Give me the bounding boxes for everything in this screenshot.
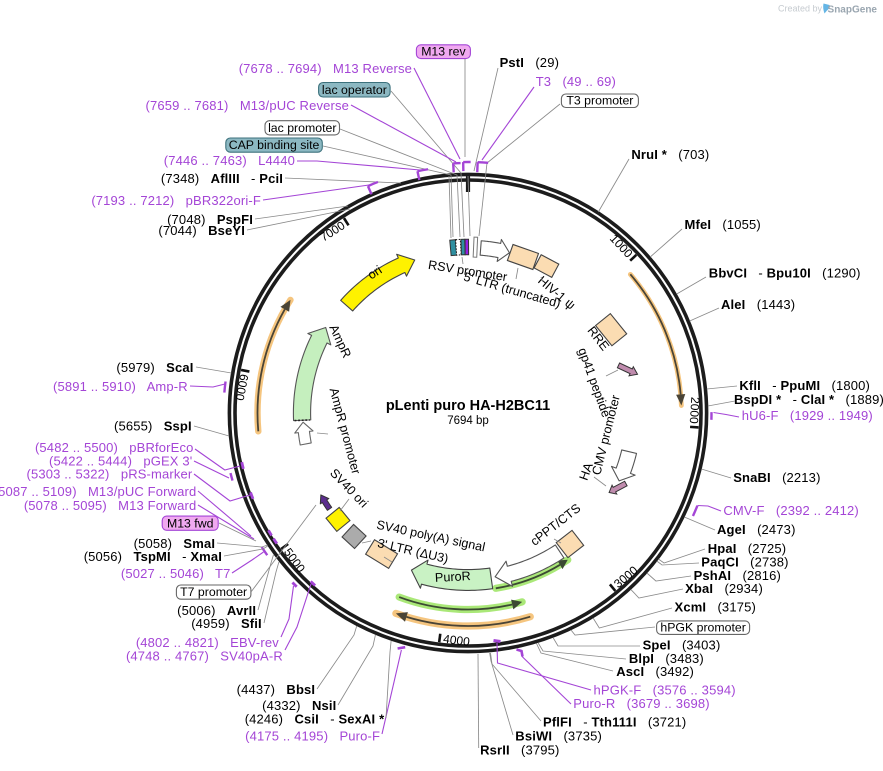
- svg-text:(4748 .. 4767) SV40pA-R: (4748 .. 4767) SV40pA-R: [126, 649, 283, 664]
- svg-text:T3 promoter: T3 promoter: [566, 94, 633, 108]
- svg-text:BspDI * - ClaI * (1889): BspDI * - ClaI * (1889): [734, 392, 883, 407]
- svg-text:AleI (1443): AleI (1443): [721, 297, 795, 312]
- svg-text:(5422 .. 5444) pGEX 3': (5422 .. 5444) pGEX 3': [49, 454, 192, 469]
- svg-text:(7446 .. 7463) L4440: (7446 .. 7463) L4440: [164, 153, 295, 168]
- svg-text:(4802 .. 4821) EBV-rev: (4802 .. 4821) EBV-rev: [136, 635, 279, 650]
- svg-text:AgeI (2473): AgeI (2473): [717, 522, 796, 537]
- svg-text:(5056) TspMI - XmaI: (5056) TspMI - XmaI: [84, 549, 222, 564]
- svg-text:RsrII (3795): RsrII (3795): [480, 743, 559, 758]
- svg-text:(5303 .. 5322) pRS-marker: (5303 .. 5322) pRS-marker: [26, 467, 192, 482]
- svg-text:SnaBI (2213): SnaBI (2213): [733, 470, 820, 485]
- svg-text:(4959) SfiI: (4959) SfiI: [191, 616, 262, 631]
- svg-text:M13 rev: M13 rev: [421, 45, 466, 59]
- svg-text:BbvCI - Bpu10I (1290): BbvCI - Bpu10I (1290): [709, 266, 861, 281]
- svg-text:(7678 .. 7694) M13 Reverse: (7678 .. 7694) M13 Reverse: [239, 61, 412, 76]
- svg-text:XcmI (3175): XcmI (3175): [675, 600, 756, 615]
- svg-text:(7348) AflIII - PciI: (7348) AflIII - PciI: [161, 171, 283, 186]
- svg-text:MfeI (1055): MfeI (1055): [685, 217, 761, 232]
- svg-text:SnapGene: SnapGene: [828, 5, 878, 16]
- svg-text:hPGK promoter: hPGK promoter: [660, 620, 745, 634]
- svg-text:(5058) SmaI: (5058) SmaI: [134, 536, 215, 551]
- svg-text:pLenti puro HA-H2BC11: pLenti puro HA-H2BC11: [386, 398, 550, 414]
- svg-text:(5655) SspI: (5655) SspI: [114, 419, 192, 434]
- svg-text:(7193 .. 7212) pBR322ori-F: (7193 .. 7212) pBR322ori-F: [91, 193, 261, 208]
- svg-text:(4246) CsiI - SexAI *: (4246) CsiI - SexAI *: [245, 712, 385, 727]
- svg-text:(5482 .. 5500) pBRforEco: (5482 .. 5500) pBRforEco: [35, 440, 194, 455]
- svg-text:7694 bp: 7694 bp: [447, 415, 489, 427]
- svg-text:AscI (3492): AscI (3492): [616, 664, 694, 679]
- svg-text:NruI * (703): NruI * (703): [631, 147, 709, 162]
- svg-text:2000: 2000: [687, 397, 703, 425]
- svg-text:lac promoter: lac promoter: [268, 121, 336, 135]
- svg-text:(5006) AvrII: (5006) AvrII: [177, 603, 256, 618]
- svg-text:PstI (29): PstI (29): [500, 55, 559, 70]
- svg-text:Created by: Created by: [778, 4, 823, 14]
- svg-text:(5027 .. 5046) T7: (5027 .. 5046) T7: [121, 566, 231, 581]
- svg-text:PuroR: PuroR: [435, 569, 471, 585]
- svg-text:(5891 .. 5910) Amp-R: (5891 .. 5910) Amp-R: [53, 379, 188, 394]
- svg-text:lac operator: lac operator: [322, 83, 387, 97]
- svg-text:CAP binding site: CAP binding site: [229, 138, 320, 152]
- svg-text:(4332) NsiI: (4332) NsiI: [262, 698, 336, 713]
- svg-text:(5979) ScaI: (5979) ScaI: [116, 360, 193, 375]
- svg-text:(5078 .. 5095) M13 Forward: (5078 .. 5095) M13 Forward: [24, 498, 197, 513]
- svg-text:(7044) BseYI: (7044) BseYI: [158, 223, 245, 238]
- svg-text:BsiWI (3735): BsiWI (3735): [515, 729, 602, 744]
- svg-text:PflFI - Tth111I (3721): PflFI - Tth111I (3721): [543, 715, 686, 730]
- svg-text:Puro-R (3679 .. 3698): Puro-R (3679 .. 3698): [573, 696, 709, 711]
- svg-text:(4175 .. 4195) Puro-F: (4175 .. 4195) Puro-F: [245, 729, 380, 744]
- svg-text:CMV-F (2392 .. 2412): CMV-F (2392 .. 2412): [723, 503, 859, 518]
- svg-text:hU6-F (1929 .. 1949): hU6-F (1929 .. 1949): [742, 408, 873, 423]
- svg-text:(5087 .. 5109) M13/pUC Forwa: (5087 .. 5109) M13/pUC Forward: [0, 484, 196, 499]
- svg-text:(7659 .. 7681) M13/pUC Rever: (7659 .. 7681) M13/pUC Reverse: [145, 98, 349, 113]
- svg-text:KflI - PpuMI (1800): KflI - PpuMI (1800): [739, 378, 870, 393]
- svg-text:T3 (49 .. 69): T3 (49 .. 69): [536, 74, 616, 89]
- svg-text:M13 fwd: M13 fwd: [167, 516, 214, 530]
- svg-text:XbaI (2934): XbaI (2934): [685, 581, 763, 596]
- svg-text:(4437) BbsI: (4437) BbsI: [237, 682, 316, 697]
- svg-text:T7 promoter: T7 promoter: [180, 585, 247, 599]
